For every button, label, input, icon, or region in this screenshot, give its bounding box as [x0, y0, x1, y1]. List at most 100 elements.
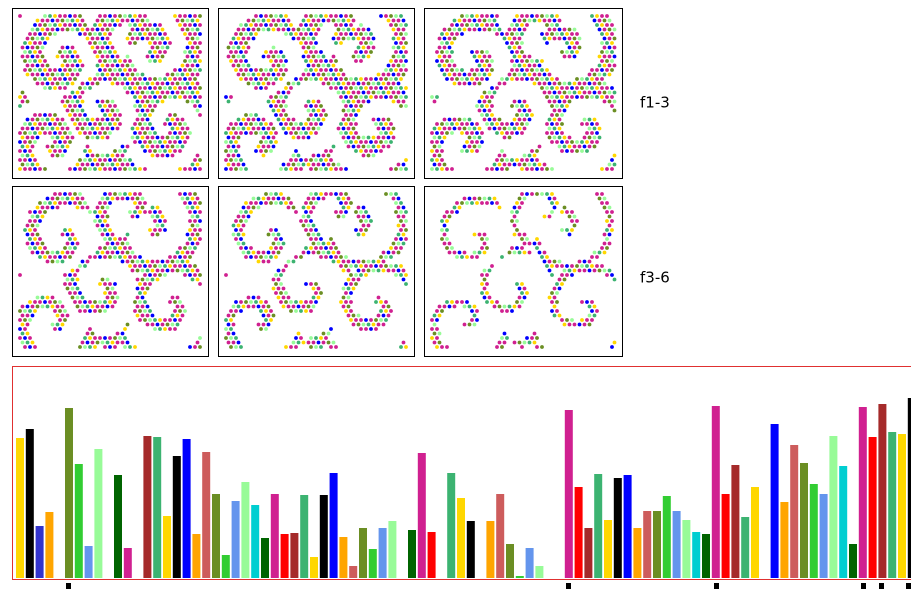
hex-cell	[173, 300, 177, 304]
hex-cell	[477, 196, 482, 201]
hex-cell	[525, 158, 529, 162]
hex-cell	[520, 68, 524, 72]
hex-cell	[455, 68, 459, 72]
hex-cell	[145, 268, 150, 273]
hex-cell	[470, 77, 474, 81]
hex-cell	[286, 295, 291, 300]
hex-cell	[515, 122, 519, 126]
hex-cell	[525, 336, 529, 340]
hex-cell	[249, 68, 253, 72]
hex-cell	[158, 86, 162, 90]
hex-cell	[229, 336, 233, 340]
bar	[172, 456, 181, 578]
hex-cell	[294, 255, 298, 259]
hex-cell	[100, 340, 105, 345]
bar	[780, 502, 789, 578]
hex-cell	[356, 135, 361, 140]
hex-cell	[399, 50, 403, 54]
hex-cell	[195, 45, 200, 50]
hex-cell	[38, 50, 42, 54]
hex-cell	[113, 291, 117, 295]
hex-cell	[33, 309, 37, 313]
hex-cell	[450, 32, 454, 36]
hex-cell	[98, 131, 102, 135]
hex-cell	[281, 90, 286, 95]
hex-cell	[251, 36, 256, 41]
hex-cell	[602, 205, 607, 210]
hex-cell	[231, 54, 236, 59]
hex-cell	[562, 322, 567, 327]
hex-cell	[467, 144, 472, 149]
hex-cell	[68, 131, 72, 135]
hex-cell	[311, 117, 316, 122]
hex-cell	[605, 273, 609, 277]
hex-cell	[188, 264, 192, 268]
hex-cell	[35, 126, 40, 131]
hex-cell	[346, 196, 351, 201]
hex-cell	[153, 149, 157, 153]
hex-cell	[58, 140, 62, 144]
hex-cell	[344, 309, 348, 313]
hex-cell	[264, 192, 268, 196]
hex-cell	[25, 304, 30, 309]
hex-cell	[55, 259, 60, 264]
hex-cell	[301, 214, 306, 219]
hex-cell	[128, 86, 132, 90]
hex-cell	[492, 27, 497, 32]
hex-cell	[148, 228, 152, 232]
hex-cell	[85, 205, 90, 210]
hex-cell	[296, 135, 301, 140]
hex-cell	[570, 318, 574, 322]
hex-cell	[346, 99, 351, 104]
hex-cell	[344, 104, 348, 108]
hex-cell	[480, 201, 484, 205]
hex-cell	[63, 95, 67, 99]
hex-cell	[135, 18, 140, 23]
hex-cell	[93, 167, 97, 171]
hex-cell	[349, 23, 353, 27]
hex-cell	[311, 162, 316, 167]
hex-cell	[457, 205, 462, 210]
hex-cell	[163, 228, 167, 232]
hex-cell	[394, 192, 398, 196]
hex-cell	[364, 210, 368, 214]
hex-cell	[547, 18, 552, 23]
hex-cell	[467, 81, 472, 86]
hex-cell	[163, 149, 167, 153]
hex-cell	[23, 41, 27, 45]
hex-cell	[572, 54, 577, 59]
hex-cell	[570, 140, 574, 144]
bar	[349, 566, 358, 578]
hex-cell	[567, 214, 572, 219]
hex-cell	[595, 95, 599, 99]
hex-cell	[452, 27, 457, 32]
hex-cell	[482, 99, 487, 104]
hex-cell	[590, 255, 594, 259]
hex-cell	[570, 50, 574, 54]
hex-cell	[125, 196, 130, 201]
hex-cell	[291, 126, 296, 131]
hex-cell	[160, 36, 165, 41]
hex-cell	[306, 18, 311, 23]
hex-cell	[50, 295, 55, 300]
hex-cell	[550, 32, 554, 36]
hex-cell	[236, 144, 241, 149]
hex-cell	[234, 68, 238, 72]
hex-cell	[100, 196, 105, 201]
hex-cell	[472, 304, 477, 309]
hex-cell	[391, 90, 396, 95]
hex-cell	[587, 259, 592, 264]
hex-cell	[115, 331, 120, 336]
hex-cell	[304, 228, 308, 232]
hex-cell	[314, 41, 318, 45]
hex-cell	[577, 81, 582, 86]
hex-cell	[30, 153, 35, 158]
hex-cell	[274, 140, 278, 144]
hex-cell	[155, 99, 160, 104]
hex-cell	[334, 210, 338, 214]
hex-cell	[158, 140, 162, 144]
hex-cell	[452, 205, 457, 210]
hex-cell	[125, 259, 130, 264]
hex-cell	[324, 336, 328, 340]
hex-cell	[550, 201, 554, 205]
